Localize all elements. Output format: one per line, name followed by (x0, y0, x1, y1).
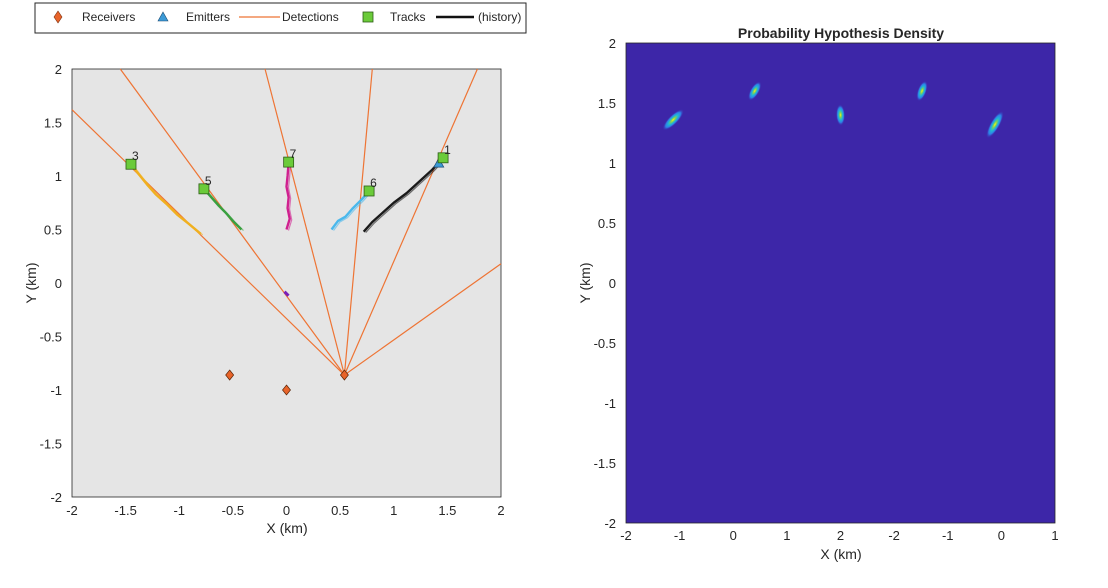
track-history-trace-6 (333, 191, 372, 231)
heatmap-x-tick-label: -2 (620, 528, 632, 543)
track-id-label: 3 (132, 149, 139, 163)
track-history-trace-7 (287, 163, 293, 231)
x-tick-labels: -2 -1.5 -1 -0.5 0 0.5 1 1.5 2 (66, 503, 504, 518)
track-history-7 (285, 161, 291, 230)
y-axis-label: Y (km) (23, 263, 39, 304)
receiver-marker (282, 384, 291, 396)
heatmap-x-tick-label: 1 (783, 528, 790, 543)
heatmap-y-tick-label: 0.5 (598, 216, 616, 231)
heatmap-x-tick-label: -2 (888, 528, 900, 543)
heatmap-x-tick-label: 0 (998, 528, 1005, 543)
detection-line (71, 109, 345, 376)
y-tick-label: 1.5 (44, 116, 62, 131)
track-marker-1 (437, 152, 449, 164)
heatmap-y-tick-label: 2 (609, 36, 616, 51)
y-tick-label: -2 (50, 490, 62, 505)
y-tick-label: 0.5 (44, 223, 62, 238)
heatmap-x-axis-label: X (km) (820, 546, 861, 562)
receiver-marker (225, 369, 235, 381)
heatmap-y-tick-label: -1 (604, 396, 616, 411)
track-history-trace-1 (365, 158, 446, 234)
track-history-5 (203, 188, 243, 231)
scene-markers: 3 5 7 6 1 (125, 143, 451, 396)
track-marker-5 (198, 183, 210, 195)
track-id-label: 6 (370, 176, 377, 190)
heatmap-x-tick-label: 1 (1051, 528, 1058, 543)
legend-label-history: (history) (478, 10, 521, 24)
heatmap-y-tick-label: 0 (609, 276, 616, 291)
track-history-trace-3 (132, 164, 204, 236)
y-tick-label: 0 (55, 276, 62, 291)
stray-detection-point (283, 290, 290, 297)
x-axis-label: X (km) (266, 520, 307, 536)
heatmap-x-tick-label: 0 (730, 528, 737, 543)
tracking-scene-axes: 3 5 7 6 1 -2 -1.5 -1 -0.5 0 0.5 1 1.5 2 2 1.5 1 0.5 0 -0.… (23, 62, 505, 536)
heatmap-y-tick-label: -0.5 (594, 336, 616, 351)
track-history-trace-5 (205, 189, 244, 231)
density-peak (748, 81, 762, 101)
heatmap-x-tick-label: 2 (837, 528, 844, 543)
track-legend-icon (362, 11, 374, 23)
heatmap-y-tick-label: 1 (609, 156, 616, 171)
heatmap-y-tick-label: -1.5 (594, 456, 616, 471)
y-tick-labels: 2 1.5 1 0.5 0 -0.5 -1 -1.5 -2 (40, 62, 62, 505)
heatmap-title: Probability Hypothesis Density (738, 25, 944, 41)
receiver-marker (339, 369, 349, 381)
y-tick-label: -1.5 (40, 437, 62, 452)
receiver-legend-icon (53, 10, 63, 24)
emitter-legend-icon (157, 11, 169, 22)
x-tick-label: 1 (390, 503, 397, 518)
detection-line (343, 68, 373, 376)
legend-label-detections: Detections (282, 10, 339, 24)
track-history-1 (362, 157, 444, 233)
density-peak (986, 110, 1004, 139)
density-peak (835, 104, 846, 126)
phd-heatmap-axes: Probability Hypothesis Density -2 -1 0 1 2 -2… (577, 25, 1059, 562)
track-id-label: 5 (205, 174, 212, 188)
legend: Receivers Emitters Detections Tracks (hi… (34, 2, 527, 34)
legend-label-receivers: Receivers (82, 10, 135, 24)
track-id-label: 1 (444, 143, 451, 157)
x-tick-label: -2 (66, 503, 78, 518)
track-marker-3 (125, 158, 137, 170)
density-peak (916, 80, 928, 102)
heatmap-y-tick-labels: 2 1.5 1 0.5 0 -0.5 -1 -1.5 -2 (594, 36, 616, 531)
heatmap-y-tick-label: -2 (604, 516, 616, 531)
track-marker-7 (283, 156, 295, 168)
track-history-6 (330, 190, 370, 231)
track-marker-6 (363, 185, 375, 197)
detection-line (264, 68, 345, 376)
x-tick-label: -1.5 (114, 503, 136, 518)
heatmap-y-axis-label: Y (km) (577, 263, 593, 304)
x-tick-label: 0.5 (331, 503, 349, 518)
y-tick-label: -0.5 (40, 330, 62, 345)
y-tick-label: 1 (55, 169, 62, 184)
heatmap-x-tick-label: -1 (674, 528, 686, 543)
x-tick-label: 0 (283, 503, 290, 518)
track-histories (130, 157, 446, 236)
detection-line (343, 68, 478, 376)
detection-line (344, 263, 502, 376)
plot-area (71, 68, 502, 498)
x-tick-label: 2 (497, 503, 504, 518)
x-tick-label: -1 (173, 503, 185, 518)
heatmap-y-tick-label: 1.5 (598, 96, 616, 111)
legend-label-emitters: Emitters (186, 10, 230, 24)
density-blobs (662, 80, 1004, 139)
y-tick-label: -1 (50, 383, 62, 398)
heatmap-x-tick-labels: -2 -1 0 1 2 -2 -1 0 1 (620, 528, 1058, 543)
x-tick-label: -0.5 (222, 503, 244, 518)
heatmap-x-tick-label: -1 (942, 528, 954, 543)
y-tick-label: 2 (55, 62, 62, 77)
x-tick-label: 1.5 (438, 503, 456, 518)
legend-label-tracks: Tracks (390, 10, 426, 24)
track-id-label: 7 (290, 147, 297, 161)
density-peak (662, 109, 684, 131)
